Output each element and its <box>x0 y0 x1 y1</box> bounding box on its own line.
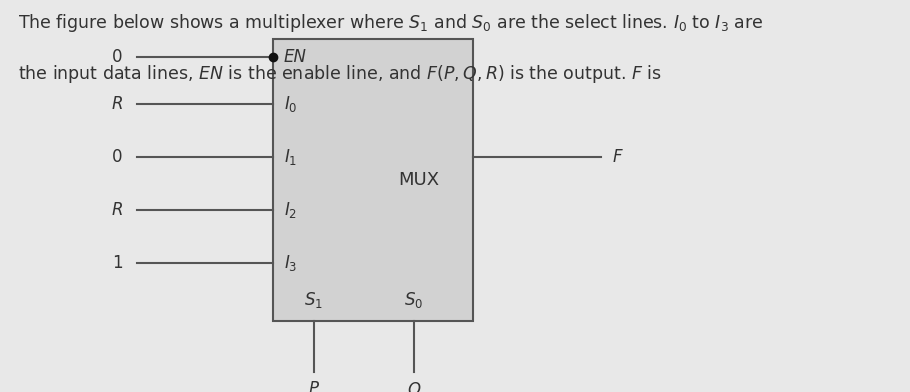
Text: $F$: $F$ <box>612 148 623 166</box>
Text: 1: 1 <box>112 254 123 272</box>
Text: R: R <box>111 201 123 219</box>
Text: $S_1$: $S_1$ <box>305 290 323 310</box>
Bar <box>273 39 473 321</box>
Text: $S_0$: $S_0$ <box>404 290 424 310</box>
Text: the input data lines, $EN$ is the enable line, and $F(P, Q, R)$ is the output. $: the input data lines, $EN$ is the enable… <box>18 63 662 85</box>
Text: R: R <box>111 95 123 113</box>
Text: $I_3$: $I_3$ <box>284 252 298 273</box>
Text: $I_0$: $I_0$ <box>284 94 298 114</box>
Text: EN: EN <box>284 48 307 66</box>
Text: The figure below shows a multiplexer where $S_1$ and $S_0$ are the select lines.: The figure below shows a multiplexer whe… <box>18 12 763 34</box>
Text: $I_1$: $I_1$ <box>284 147 298 167</box>
Text: MUX: MUX <box>398 171 440 189</box>
Text: $Q$: $Q$ <box>407 380 421 392</box>
Text: $P$: $P$ <box>308 380 320 392</box>
Text: 0: 0 <box>112 148 123 166</box>
Text: $I_2$: $I_2$ <box>284 200 297 220</box>
Text: 0: 0 <box>112 48 123 66</box>
